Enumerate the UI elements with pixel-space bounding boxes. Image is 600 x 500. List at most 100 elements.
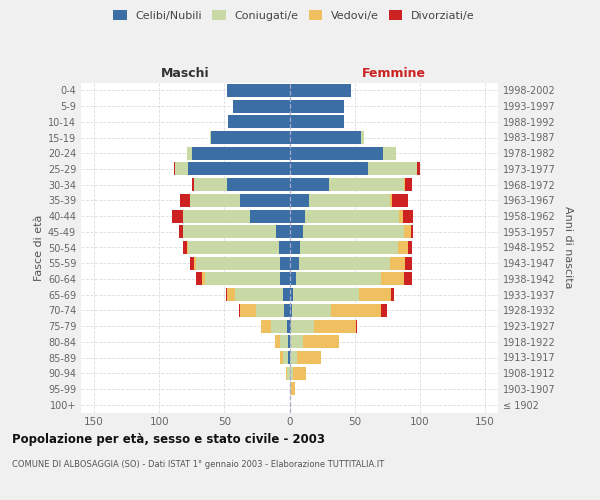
Bar (290, 382, 291, 396)
Bar (190, 257, 194, 270)
Bar (211, 131, 290, 144)
Bar (194, 257, 196, 270)
Bar (390, 194, 392, 207)
Bar (290, 272, 296, 285)
Bar (284, 304, 290, 317)
Bar (293, 288, 359, 301)
Bar (202, 272, 205, 285)
Bar (192, 178, 194, 191)
Bar (240, 304, 256, 317)
Bar (175, 162, 188, 175)
Bar (196, 257, 280, 270)
Bar (329, 178, 404, 191)
Bar (173, 162, 175, 175)
Bar (314, 320, 356, 332)
Bar (290, 241, 300, 254)
Bar (280, 257, 290, 270)
Text: Popolazione per età, sesso e stato civile - 2003: Popolazione per età, sesso e stato civil… (12, 432, 325, 446)
Bar (277, 226, 290, 238)
Bar (261, 320, 271, 332)
Bar (290, 288, 293, 301)
Bar (359, 288, 391, 301)
Bar (408, 241, 412, 254)
Bar (406, 257, 412, 270)
Bar (205, 272, 280, 285)
Bar (187, 241, 188, 254)
Bar (290, 178, 329, 191)
Bar (292, 304, 331, 317)
Bar (356, 320, 357, 332)
Bar (288, 336, 290, 348)
Bar (187, 147, 192, 160)
Bar (192, 147, 290, 160)
Bar (271, 320, 287, 332)
Bar (403, 210, 413, 222)
Bar (290, 257, 299, 270)
Bar (305, 210, 399, 222)
Bar (228, 116, 290, 128)
Bar (180, 194, 190, 207)
Bar (182, 210, 250, 222)
Bar (256, 304, 284, 317)
Bar (299, 257, 390, 270)
Bar (283, 288, 290, 301)
Bar (410, 226, 413, 238)
Bar (286, 367, 287, 380)
Text: COMUNE DI ALBOSAGGIA (SO) - Dati ISTAT 1° gennaio 2003 - Elaborazione TUTTITALIA: COMUNE DI ALBOSAGGIA (SO) - Dati ISTAT 1… (12, 460, 384, 469)
Bar (290, 210, 305, 222)
Bar (290, 84, 351, 97)
Bar (290, 226, 302, 238)
Bar (298, 351, 321, 364)
Bar (404, 226, 410, 238)
Bar (233, 100, 290, 112)
Bar (300, 241, 398, 254)
Bar (182, 226, 277, 238)
Bar (280, 336, 288, 348)
Bar (293, 367, 307, 380)
Bar (404, 272, 412, 285)
Bar (361, 131, 364, 144)
Bar (279, 241, 290, 254)
Bar (417, 162, 420, 175)
Bar (381, 304, 387, 317)
Bar (392, 194, 408, 207)
Text: Femmine: Femmine (362, 67, 426, 80)
Bar (291, 320, 314, 332)
Bar (227, 288, 235, 301)
Bar (283, 351, 288, 364)
Bar (172, 210, 182, 222)
Bar (179, 226, 182, 238)
Bar (188, 162, 290, 175)
Bar (194, 178, 227, 191)
Bar (226, 288, 227, 301)
Bar (309, 194, 390, 207)
Bar (288, 351, 290, 364)
Bar (290, 320, 291, 332)
Bar (296, 272, 381, 285)
Bar (399, 210, 403, 222)
Bar (290, 367, 293, 380)
Bar (290, 336, 302, 348)
Y-axis label: Anni di nascita: Anni di nascita (563, 206, 572, 288)
Bar (287, 320, 290, 332)
Bar (406, 178, 412, 191)
Bar (383, 147, 397, 160)
Bar (302, 226, 404, 238)
Bar (290, 131, 361, 144)
Bar (390, 257, 406, 270)
Text: Maschi: Maschi (161, 67, 209, 80)
Bar (239, 304, 240, 317)
Bar (290, 162, 368, 175)
Bar (182, 241, 187, 254)
Bar (250, 210, 290, 222)
Bar (240, 194, 290, 207)
Bar (290, 100, 344, 112)
Bar (280, 351, 283, 364)
Bar (381, 272, 404, 285)
Bar (368, 162, 417, 175)
Bar (275, 336, 280, 348)
Bar (235, 288, 283, 301)
Y-axis label: Fasce di età: Fasce di età (34, 214, 44, 280)
Bar (302, 336, 339, 348)
Bar (210, 131, 211, 144)
